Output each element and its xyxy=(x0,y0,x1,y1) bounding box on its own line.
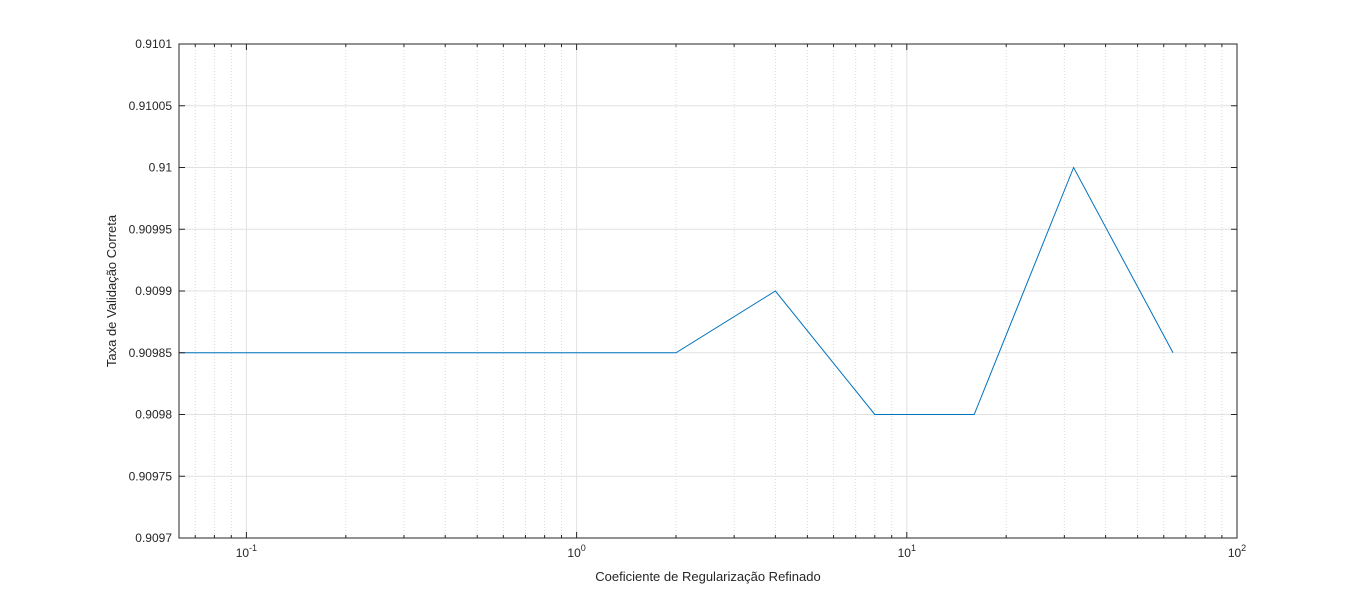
x-tick-label: 10-1 xyxy=(236,543,257,560)
x-tick-label-exponent: 0 xyxy=(581,543,586,553)
x-tick-label-base: 10 xyxy=(1228,546,1242,560)
series-layer xyxy=(179,166,1174,415)
x-tick-label-base: 10 xyxy=(236,546,250,560)
x-tick-label-exponent: 1 xyxy=(911,543,916,553)
x-tick-labels: 10-1 100 101 102 xyxy=(236,543,1246,560)
x-tick-label: 100 xyxy=(567,543,585,560)
x-tick-label-base: 10 xyxy=(898,546,912,560)
x-axis-label: Coeficiente de Regularização Refinado xyxy=(595,569,820,584)
x-tick-label-base: 10 xyxy=(567,546,581,560)
x-tick-label-exponent: 2 xyxy=(1241,543,1246,553)
major-grid xyxy=(179,44,1237,538)
y-tick-label: 0.91005 xyxy=(129,99,173,113)
x-tick-label-exponent: -1 xyxy=(249,543,257,553)
y-tick-labels: 0.9097 0.90975 0.9098 0.90985 0.9099 0.90995 0… xyxy=(129,37,173,545)
y-tick-label: 0.90975 xyxy=(129,469,173,483)
y-tick-label: 0.90995 xyxy=(129,222,173,236)
y-tick-label: 0.91 xyxy=(149,161,173,175)
x-tick-label: 101 xyxy=(898,543,916,560)
y-tick-label: 0.9098 xyxy=(135,408,172,422)
y-axis-label: Taxa de Validação Correta xyxy=(104,214,119,367)
x-tick-label: 102 xyxy=(1228,543,1246,560)
series-line xyxy=(179,166,1174,415)
y-tick-label: 0.9099 xyxy=(135,284,172,298)
y-tick-label: 0.90985 xyxy=(129,346,173,360)
y-tick-label: 0.9097 xyxy=(135,531,172,545)
y-tick-label: 0.9101 xyxy=(135,37,172,51)
tick-marks xyxy=(179,43,1238,539)
